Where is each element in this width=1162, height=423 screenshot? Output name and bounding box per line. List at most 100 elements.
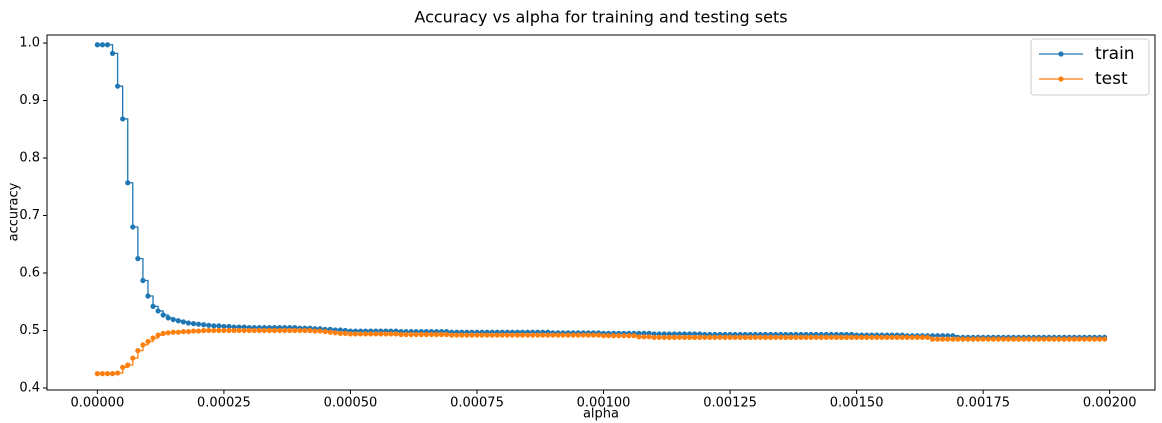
data-point xyxy=(337,330,343,336)
data-point xyxy=(190,320,197,327)
data-point xyxy=(798,334,804,340)
data-point xyxy=(170,329,176,335)
data-point xyxy=(859,334,865,340)
data-point xyxy=(444,331,450,338)
data-point xyxy=(924,334,931,340)
data-point xyxy=(990,336,996,342)
data-point xyxy=(904,334,910,340)
series-line xyxy=(97,44,1105,339)
data-point xyxy=(1046,336,1052,342)
data-point xyxy=(398,331,404,338)
data-point xyxy=(226,327,232,334)
data-point xyxy=(459,332,465,338)
data-point xyxy=(995,336,1001,342)
data-point xyxy=(854,334,860,340)
data-point xyxy=(479,332,485,338)
data-point xyxy=(950,336,956,342)
data-point xyxy=(99,42,106,48)
data-point xyxy=(94,42,100,48)
data-point xyxy=(160,312,166,318)
data-point xyxy=(692,334,698,340)
data-point xyxy=(109,371,116,377)
data-point xyxy=(145,293,151,299)
data-point xyxy=(519,332,526,338)
data-point xyxy=(433,331,440,338)
data-point xyxy=(499,332,505,338)
legend: train test xyxy=(1030,38,1150,96)
data-point xyxy=(135,256,141,262)
data-point xyxy=(1081,336,1087,342)
data-point xyxy=(712,334,718,340)
data-point xyxy=(1036,336,1042,342)
data-point xyxy=(363,331,369,337)
data-point xyxy=(145,338,151,345)
data-point xyxy=(211,327,217,334)
data-point xyxy=(590,332,597,338)
data-point xyxy=(428,331,435,338)
data-point xyxy=(408,331,414,338)
data-point xyxy=(201,327,207,334)
data-point xyxy=(909,334,915,340)
data-point xyxy=(783,334,789,340)
legend-label: test xyxy=(1095,69,1128,89)
data-point xyxy=(752,334,758,340)
data-point xyxy=(929,336,936,342)
y-tick-label: 1.0 xyxy=(19,36,40,51)
data-point xyxy=(550,332,556,338)
data-point xyxy=(104,371,111,377)
x-axis-label: alpha xyxy=(583,407,619,422)
y-tick-label: 0.7 xyxy=(19,208,40,223)
data-point xyxy=(130,224,136,230)
data-point xyxy=(702,334,708,340)
data-point xyxy=(686,334,693,340)
data-point xyxy=(332,330,338,336)
data-point xyxy=(818,334,824,340)
data-point xyxy=(104,42,111,48)
x-tick-label: 0.00125 xyxy=(703,396,757,411)
data-point xyxy=(955,336,961,342)
data-point xyxy=(676,334,683,340)
data-point xyxy=(722,334,728,340)
data-point xyxy=(352,331,359,337)
y-axis-label: accuracy xyxy=(7,182,22,241)
data-point xyxy=(1076,336,1082,342)
data-point xyxy=(914,334,920,340)
data-point xyxy=(393,331,399,337)
data-point xyxy=(175,329,181,335)
data-point xyxy=(165,330,171,336)
data-point xyxy=(965,336,971,342)
data-point xyxy=(383,331,389,337)
data-point xyxy=(170,316,176,323)
data-point xyxy=(788,334,794,340)
data-point xyxy=(266,327,273,334)
data-point xyxy=(843,334,850,340)
data-point xyxy=(246,327,252,334)
data-point xyxy=(985,336,991,342)
data-point xyxy=(940,336,946,342)
data-point xyxy=(251,327,257,334)
data-point xyxy=(631,333,637,339)
data-point xyxy=(1056,336,1062,342)
data-point xyxy=(1031,336,1037,342)
data-point xyxy=(190,328,197,334)
data-point xyxy=(135,348,141,354)
x-tick-label: 0.00050 xyxy=(324,396,378,411)
data-point xyxy=(767,334,774,340)
data-point xyxy=(216,327,222,334)
data-point xyxy=(302,327,308,334)
data-point xyxy=(1071,336,1077,342)
data-point xyxy=(484,332,490,338)
data-point xyxy=(125,362,131,368)
data-point xyxy=(585,332,591,338)
data-point xyxy=(545,332,551,338)
data-point xyxy=(717,334,723,340)
data-point xyxy=(357,331,364,337)
data-point xyxy=(611,333,617,339)
data-point xyxy=(1066,336,1072,342)
data-point xyxy=(307,327,313,334)
data-point xyxy=(342,330,348,336)
data-point xyxy=(646,334,652,340)
data-point xyxy=(580,332,586,338)
x-tick-label: 0.00025 xyxy=(197,396,251,411)
